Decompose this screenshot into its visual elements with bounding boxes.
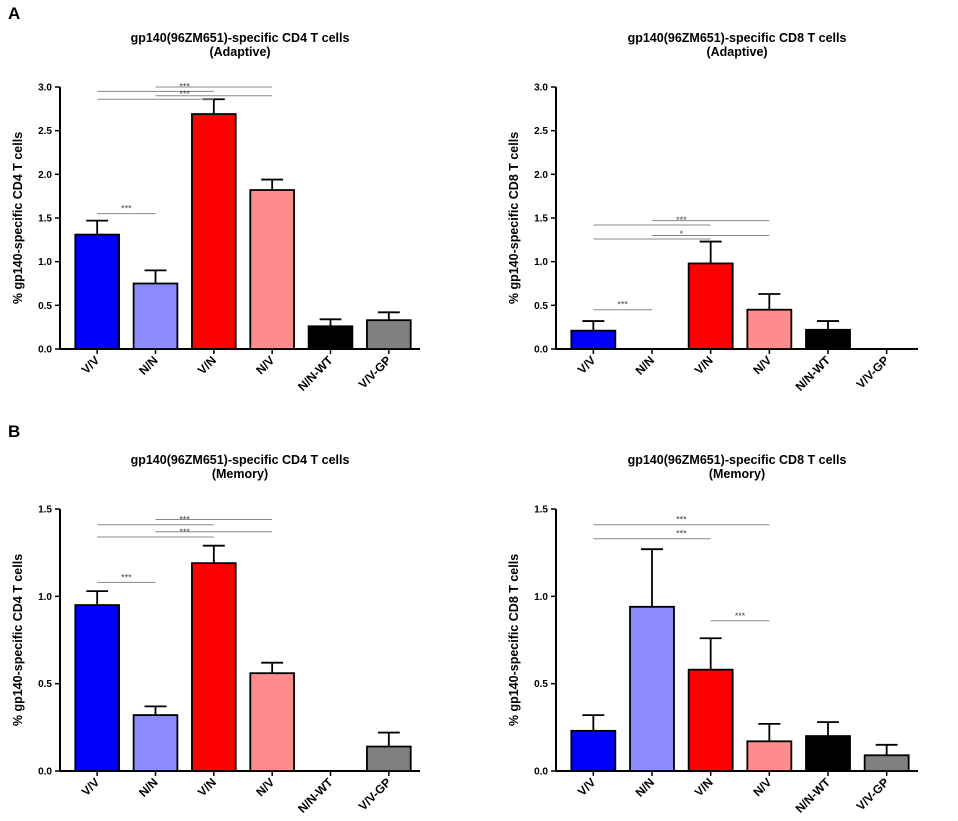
bar-v-v xyxy=(570,729,617,772)
y-axis-label: % gp140-specific CD4 T cells xyxy=(11,132,25,304)
bar-v-n xyxy=(687,262,734,350)
x-category-label: N/V xyxy=(253,775,277,799)
y-tick-label: 2.0 xyxy=(534,170,548,181)
x-category-label: N/N-WT xyxy=(793,775,834,816)
bar-n-n xyxy=(629,605,675,772)
x-category-label: N/V xyxy=(750,353,774,377)
x-category-label: N/N-WT xyxy=(295,775,336,816)
x-category-label: V/V-GP xyxy=(356,775,394,813)
bar-v-v xyxy=(570,329,617,350)
y-axis-label: % gp140-specific CD8 T cells xyxy=(507,132,521,304)
y-tick-label: 0.5 xyxy=(38,679,52,690)
chart-subtitle: (Adaptive) xyxy=(209,45,270,59)
x-category-label: N/N xyxy=(136,775,161,800)
x-category-label: V/V-GP xyxy=(356,353,394,391)
x-category-label: V/V xyxy=(79,353,103,377)
significance-label: *** xyxy=(735,611,746,621)
bar-v-n xyxy=(687,668,734,772)
bar-v-v-gp xyxy=(863,754,910,772)
panel-letter: B xyxy=(8,422,20,441)
bar-n-v xyxy=(249,189,295,350)
x-category-label: N/N xyxy=(633,353,658,378)
x-category-label: V/V xyxy=(79,775,103,799)
chart-title: gp140(96ZM651)-specific CD8 T cells xyxy=(628,453,847,467)
y-tick-label: 0.0 xyxy=(534,345,548,356)
x-category-label: N/N xyxy=(136,353,161,378)
y-tick-label: 3.0 xyxy=(38,83,52,94)
x-category-label: V/N xyxy=(692,775,716,799)
y-tick-label: 1.0 xyxy=(38,257,52,268)
significance-label: *** xyxy=(676,215,687,225)
chart-title: gp140(96ZM651)-specific CD4 T cells xyxy=(131,31,350,45)
bar-v-n xyxy=(191,113,237,350)
y-tick-label: 0.0 xyxy=(534,767,548,778)
bar-v-v xyxy=(74,233,120,350)
bar-n-n-wt xyxy=(307,325,354,350)
bar-n-v xyxy=(746,308,793,350)
y-tick-label: 1.5 xyxy=(38,214,52,225)
x-category-label: N/V xyxy=(253,353,277,377)
y-tick-label: 1.5 xyxy=(534,214,548,225)
bar-v-v-gp xyxy=(366,319,412,350)
significance-label: *** xyxy=(676,515,687,525)
bar-n-n-wt xyxy=(805,328,851,350)
y-tick-label: 2.5 xyxy=(534,126,548,137)
y-axis-label: % gp140-specific CD4 T cells xyxy=(11,554,25,726)
bar-n-v xyxy=(746,740,793,772)
panel-letter: A xyxy=(8,4,20,23)
bar-n-v xyxy=(249,672,295,772)
significance-label: *** xyxy=(676,529,687,539)
x-category-label: V/N xyxy=(195,353,219,377)
y-tick-label: 1.5 xyxy=(534,505,548,516)
x-category-label: V/N xyxy=(692,353,716,377)
x-category-label: V/V-GP xyxy=(854,353,892,391)
bar-v-n xyxy=(191,562,237,772)
chart-subtitle: (Memory) xyxy=(709,467,765,481)
x-category-label: V/V xyxy=(575,775,599,799)
x-category-label: V/N xyxy=(195,775,219,799)
y-tick-label: 0.0 xyxy=(38,767,52,778)
x-category-label: N/N xyxy=(633,775,658,800)
y-tick-label: 0.0 xyxy=(38,345,52,356)
x-category-label: V/V xyxy=(575,353,599,377)
bar-n-n xyxy=(132,714,179,772)
significance-label: *** xyxy=(617,300,628,310)
bar-v-v xyxy=(74,604,120,772)
significance-label: *** xyxy=(179,89,190,99)
y-tick-label: 2.0 xyxy=(38,170,52,181)
chart-title: gp140(96ZM651)-specific CD4 T cells xyxy=(131,453,350,467)
y-tick-label: 3.0 xyxy=(534,83,548,94)
x-category-label: N/V xyxy=(750,775,774,799)
x-category-label: N/N-WT xyxy=(793,353,834,394)
chart-panel-2: gp140(96ZM651)-specific CD8 T cells(Adap… xyxy=(507,31,918,394)
bar-v-v-gp xyxy=(366,745,412,772)
y-tick-label: 0.5 xyxy=(38,301,52,312)
x-category-label: V/V-GP xyxy=(854,775,892,813)
chart-subtitle: (Adaptive) xyxy=(706,45,767,59)
y-tick-label: 2.5 xyxy=(38,126,52,137)
y-tick-label: 1.5 xyxy=(38,505,52,516)
y-tick-label: 1.0 xyxy=(534,592,548,603)
chart-panel-4: gp140(96ZM651)-specific CD8 T cells(Memo… xyxy=(507,453,918,816)
chart-title: gp140(96ZM651)-specific CD8 T cells xyxy=(628,31,847,45)
y-axis-label: % gp140-specific CD8 T cells xyxy=(507,554,521,726)
y-tick-label: 1.0 xyxy=(38,592,52,603)
significance-label: *** xyxy=(121,204,132,214)
x-category-label: N/N-WT xyxy=(295,353,336,394)
bar-n-n xyxy=(132,282,179,350)
significance-label: * xyxy=(680,229,684,239)
bar-n-n-wt xyxy=(805,735,851,772)
y-tick-label: 0.5 xyxy=(534,679,548,690)
significance-label: *** xyxy=(179,81,190,91)
chart-subtitle: (Memory) xyxy=(212,467,268,481)
y-tick-label: 1.0 xyxy=(534,257,548,268)
y-tick-label: 0.5 xyxy=(534,301,548,312)
significance-label: *** xyxy=(121,572,132,582)
